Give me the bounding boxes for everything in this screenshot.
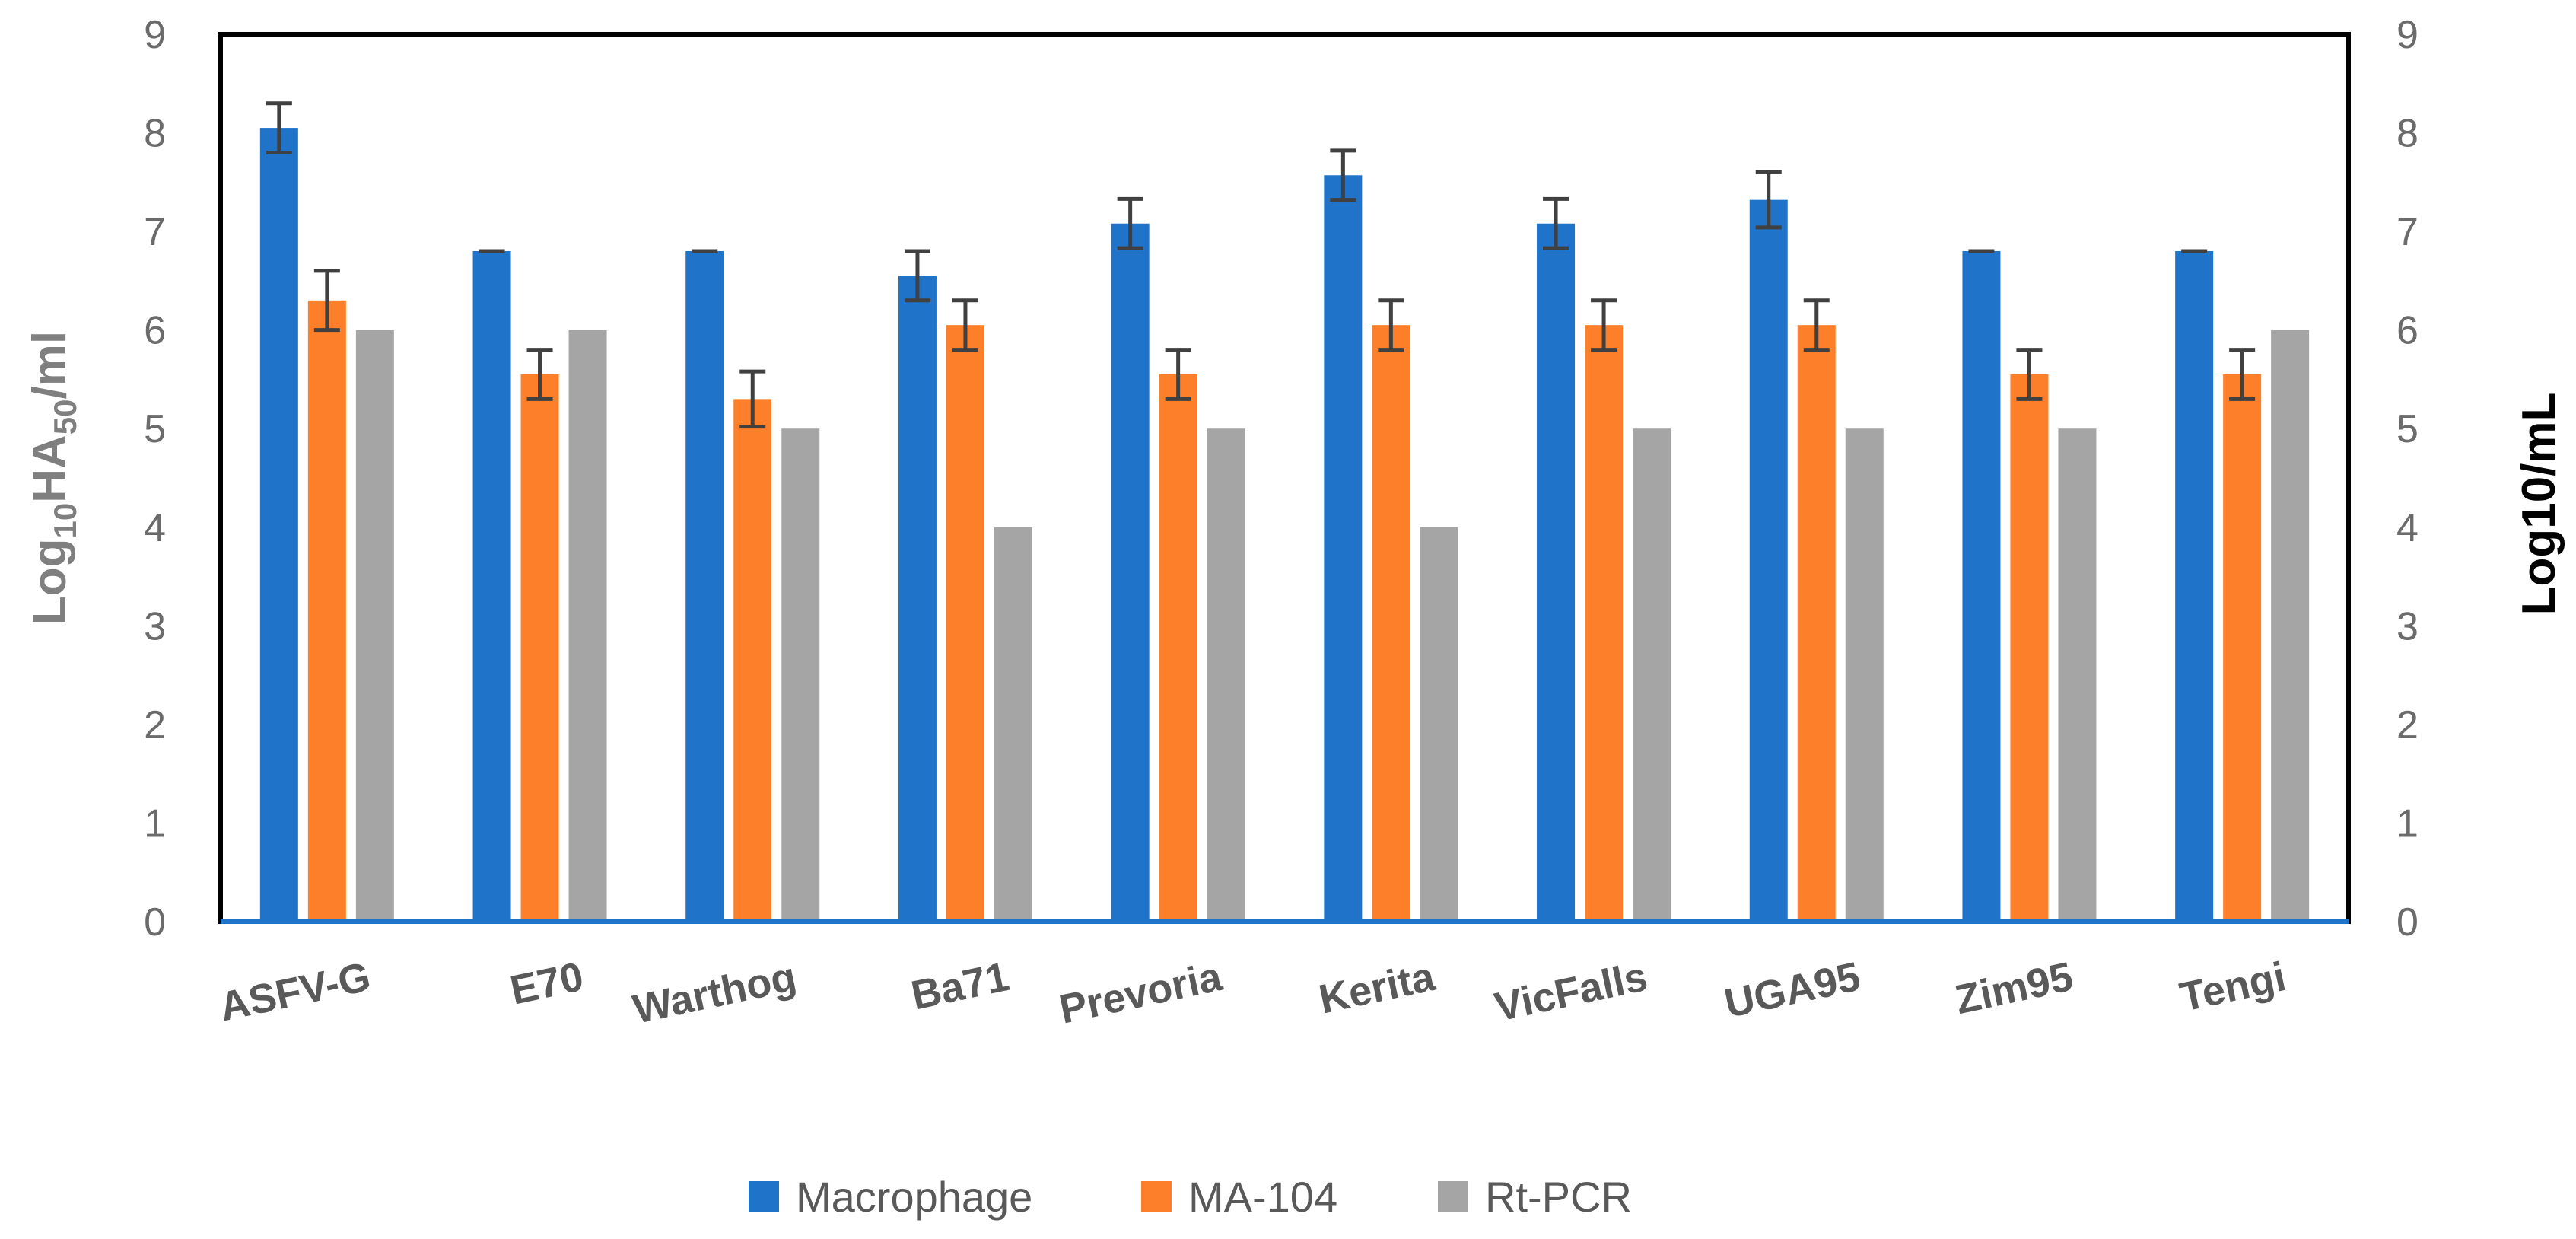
y-title-mid: HA: [24, 435, 76, 503]
legend-label-macrophage: Macrophage: [796, 1173, 1032, 1221]
error-bar-ma-104-uga95: [1803, 298, 1830, 352]
category-labels: ASFV-G E70 Warthog Ba71 Prevoria Kerita VicFal…: [215, 954, 2289, 1033]
y-tick-right-4: 4: [2396, 506, 2419, 550]
error-bar-ma-104-kerita: [1378, 298, 1404, 352]
left-y-tick-labels: 0 1 2 3 4 5 6 7 8 9: [144, 13, 166, 944]
y-tick-left-3: 3: [144, 604, 166, 648]
bar-ma-104-e70: [520, 374, 559, 922]
bar-rt-pcr-uga95: [1845, 428, 1884, 922]
y-tick-left-6: 6: [144, 309, 166, 353]
category-label-vicfalls: VicFalls: [1490, 954, 1651, 1030]
error-bar-ma-104-prevoria: [1165, 348, 1191, 401]
y-tick-right-8: 8: [2396, 112, 2419, 156]
bar-ma-104-kerita: [1372, 325, 1410, 922]
y-tick-right-7: 7: [2396, 210, 2419, 254]
bar-rt-pcr-kerita: [1420, 527, 1458, 922]
y-tick-right-2: 2: [2396, 703, 2419, 747]
error-bar-ma-104-tengi: [2229, 348, 2256, 401]
y-tick-left-4: 4: [144, 506, 166, 550]
bar-ma-104-zim95: [2010, 374, 2049, 922]
y-tick-right-9: 9: [2396, 13, 2419, 57]
left-y-axis-title: Log10HA50/ml: [24, 331, 83, 625]
bar-rt-pcr-tengi: [2271, 330, 2310, 922]
error-bar-macrophage-asfv-g: [266, 101, 292, 154]
bar-macrophage-warthog: [685, 251, 724, 922]
category-label-warthog: Warthog: [629, 954, 800, 1033]
y-title-suffix: /ml: [24, 331, 76, 400]
legend-swatch-macrophage: [749, 1181, 779, 1212]
right-y-tick-labels: 0 1 2 3 4 5 6 7 8 9: [2396, 13, 2419, 944]
category-label-tengi: Tengi: [2176, 954, 2289, 1021]
bar-ma-104-asfv-g: [307, 300, 346, 922]
legend-item-rt-pcr: Rt-PCR: [1438, 1173, 1632, 1221]
bar-macrophage-tengi: [2175, 251, 2214, 922]
bar-macrophage-vicfalls: [1537, 223, 1576, 922]
error-bar-ma-104-asfv-g: [313, 269, 340, 333]
bar-ma-104-uga95: [1797, 325, 1836, 922]
bar-rt-pcr-prevoria: [1207, 428, 1245, 922]
error-bar-ma-104-ba71: [952, 298, 978, 352]
right-y-axis-title: Log10/mL: [2513, 393, 2565, 616]
y-tick-right-6: 6: [2396, 309, 2419, 353]
bars-layer: [259, 128, 2310, 922]
y-tick-right-5: 5: [2396, 407, 2419, 451]
legend-item-ma-104: MA-104: [1141, 1173, 1337, 1221]
category-label-e70: E70: [507, 954, 587, 1014]
error-bar-ma-104-warthog: [739, 369, 766, 429]
error-bar-macrophage-ba71: [904, 249, 930, 303]
bar-macrophage-kerita: [1324, 175, 1363, 922]
y-tick-left-9: 9: [144, 13, 166, 57]
error-bar-macrophage-vicfalls: [1543, 196, 1569, 250]
legend-item-macrophage: Macrophage: [749, 1173, 1032, 1221]
bar-macrophage-uga95: [1749, 199, 1788, 922]
category-label-zim95: Zim95: [1951, 954, 2077, 1023]
category-label-ba71: Ba71: [908, 954, 1013, 1019]
bar-rt-pcr-ba71: [994, 527, 1032, 922]
y-tick-right-3: 3: [2396, 604, 2419, 648]
category-label-uga95: UGA95: [1721, 954, 1865, 1027]
bar-rt-pcr-zim95: [2058, 428, 2097, 922]
error-bar-macrophage-prevoria: [1117, 196, 1143, 250]
error-bar-ma-104-e70: [526, 348, 553, 401]
y-tick-left-7: 7: [144, 210, 166, 254]
bar-ma-104-vicfalls: [1585, 325, 1624, 922]
bar-ma-104-prevoria: [1159, 374, 1197, 922]
error-bar-macrophage-kerita: [1330, 148, 1356, 202]
bar-ma-104-tengi: [2223, 374, 2262, 922]
error-bars-layer: [266, 101, 2256, 429]
bar-ma-104-ba71: [946, 325, 984, 922]
category-label-kerita: Kerita: [1315, 954, 1439, 1023]
bar-rt-pcr-warthog: [781, 428, 820, 922]
y-title-sub1: 10: [47, 503, 83, 539]
bar-macrophage-zim95: [1962, 251, 2001, 922]
y-title-prefix: Log: [24, 538, 76, 625]
category-label-prevoria: Prevoria: [1055, 954, 1226, 1033]
y-tick-left-8: 8: [144, 112, 166, 156]
y-tick-right-1: 1: [2396, 801, 2419, 846]
bar-macrophage-e70: [472, 251, 511, 922]
legend-label-rt-pcr: Rt-PCR: [1485, 1173, 1632, 1221]
y-tick-right-0: 0: [2396, 900, 2419, 944]
error-bar-ma-104-vicfalls: [1591, 298, 1617, 352]
bar-macrophage-ba71: [898, 276, 937, 922]
bar-rt-pcr-asfv-g: [355, 330, 394, 922]
bar-macrophage-asfv-g: [259, 128, 298, 922]
y-tick-left-5: 5: [144, 407, 166, 451]
error-bar-ma-104-zim95: [2016, 348, 2043, 401]
bar-macrophage-prevoria: [1111, 223, 1150, 922]
legend-swatch-rt-pcr: [1438, 1181, 1468, 1212]
legend: Macrophage MA-104 Rt-PCR: [749, 1173, 1632, 1221]
y-tick-left-0: 0: [144, 900, 166, 944]
legend-swatch-ma-104: [1141, 1181, 1172, 1212]
bar-rt-pcr-e70: [568, 330, 607, 922]
y-tick-left-2: 2: [144, 703, 166, 747]
bar-ma-104-warthog: [733, 399, 772, 922]
y-tick-left-1: 1: [144, 801, 166, 846]
y-title-sub2: 50: [47, 399, 83, 435]
category-label-asfv-g: ASFV-G: [215, 954, 374, 1030]
legend-label-ma-104: MA-104: [1188, 1173, 1337, 1221]
bar-rt-pcr-vicfalls: [1633, 428, 1671, 922]
error-bar-macrophage-uga95: [1755, 170, 1782, 230]
